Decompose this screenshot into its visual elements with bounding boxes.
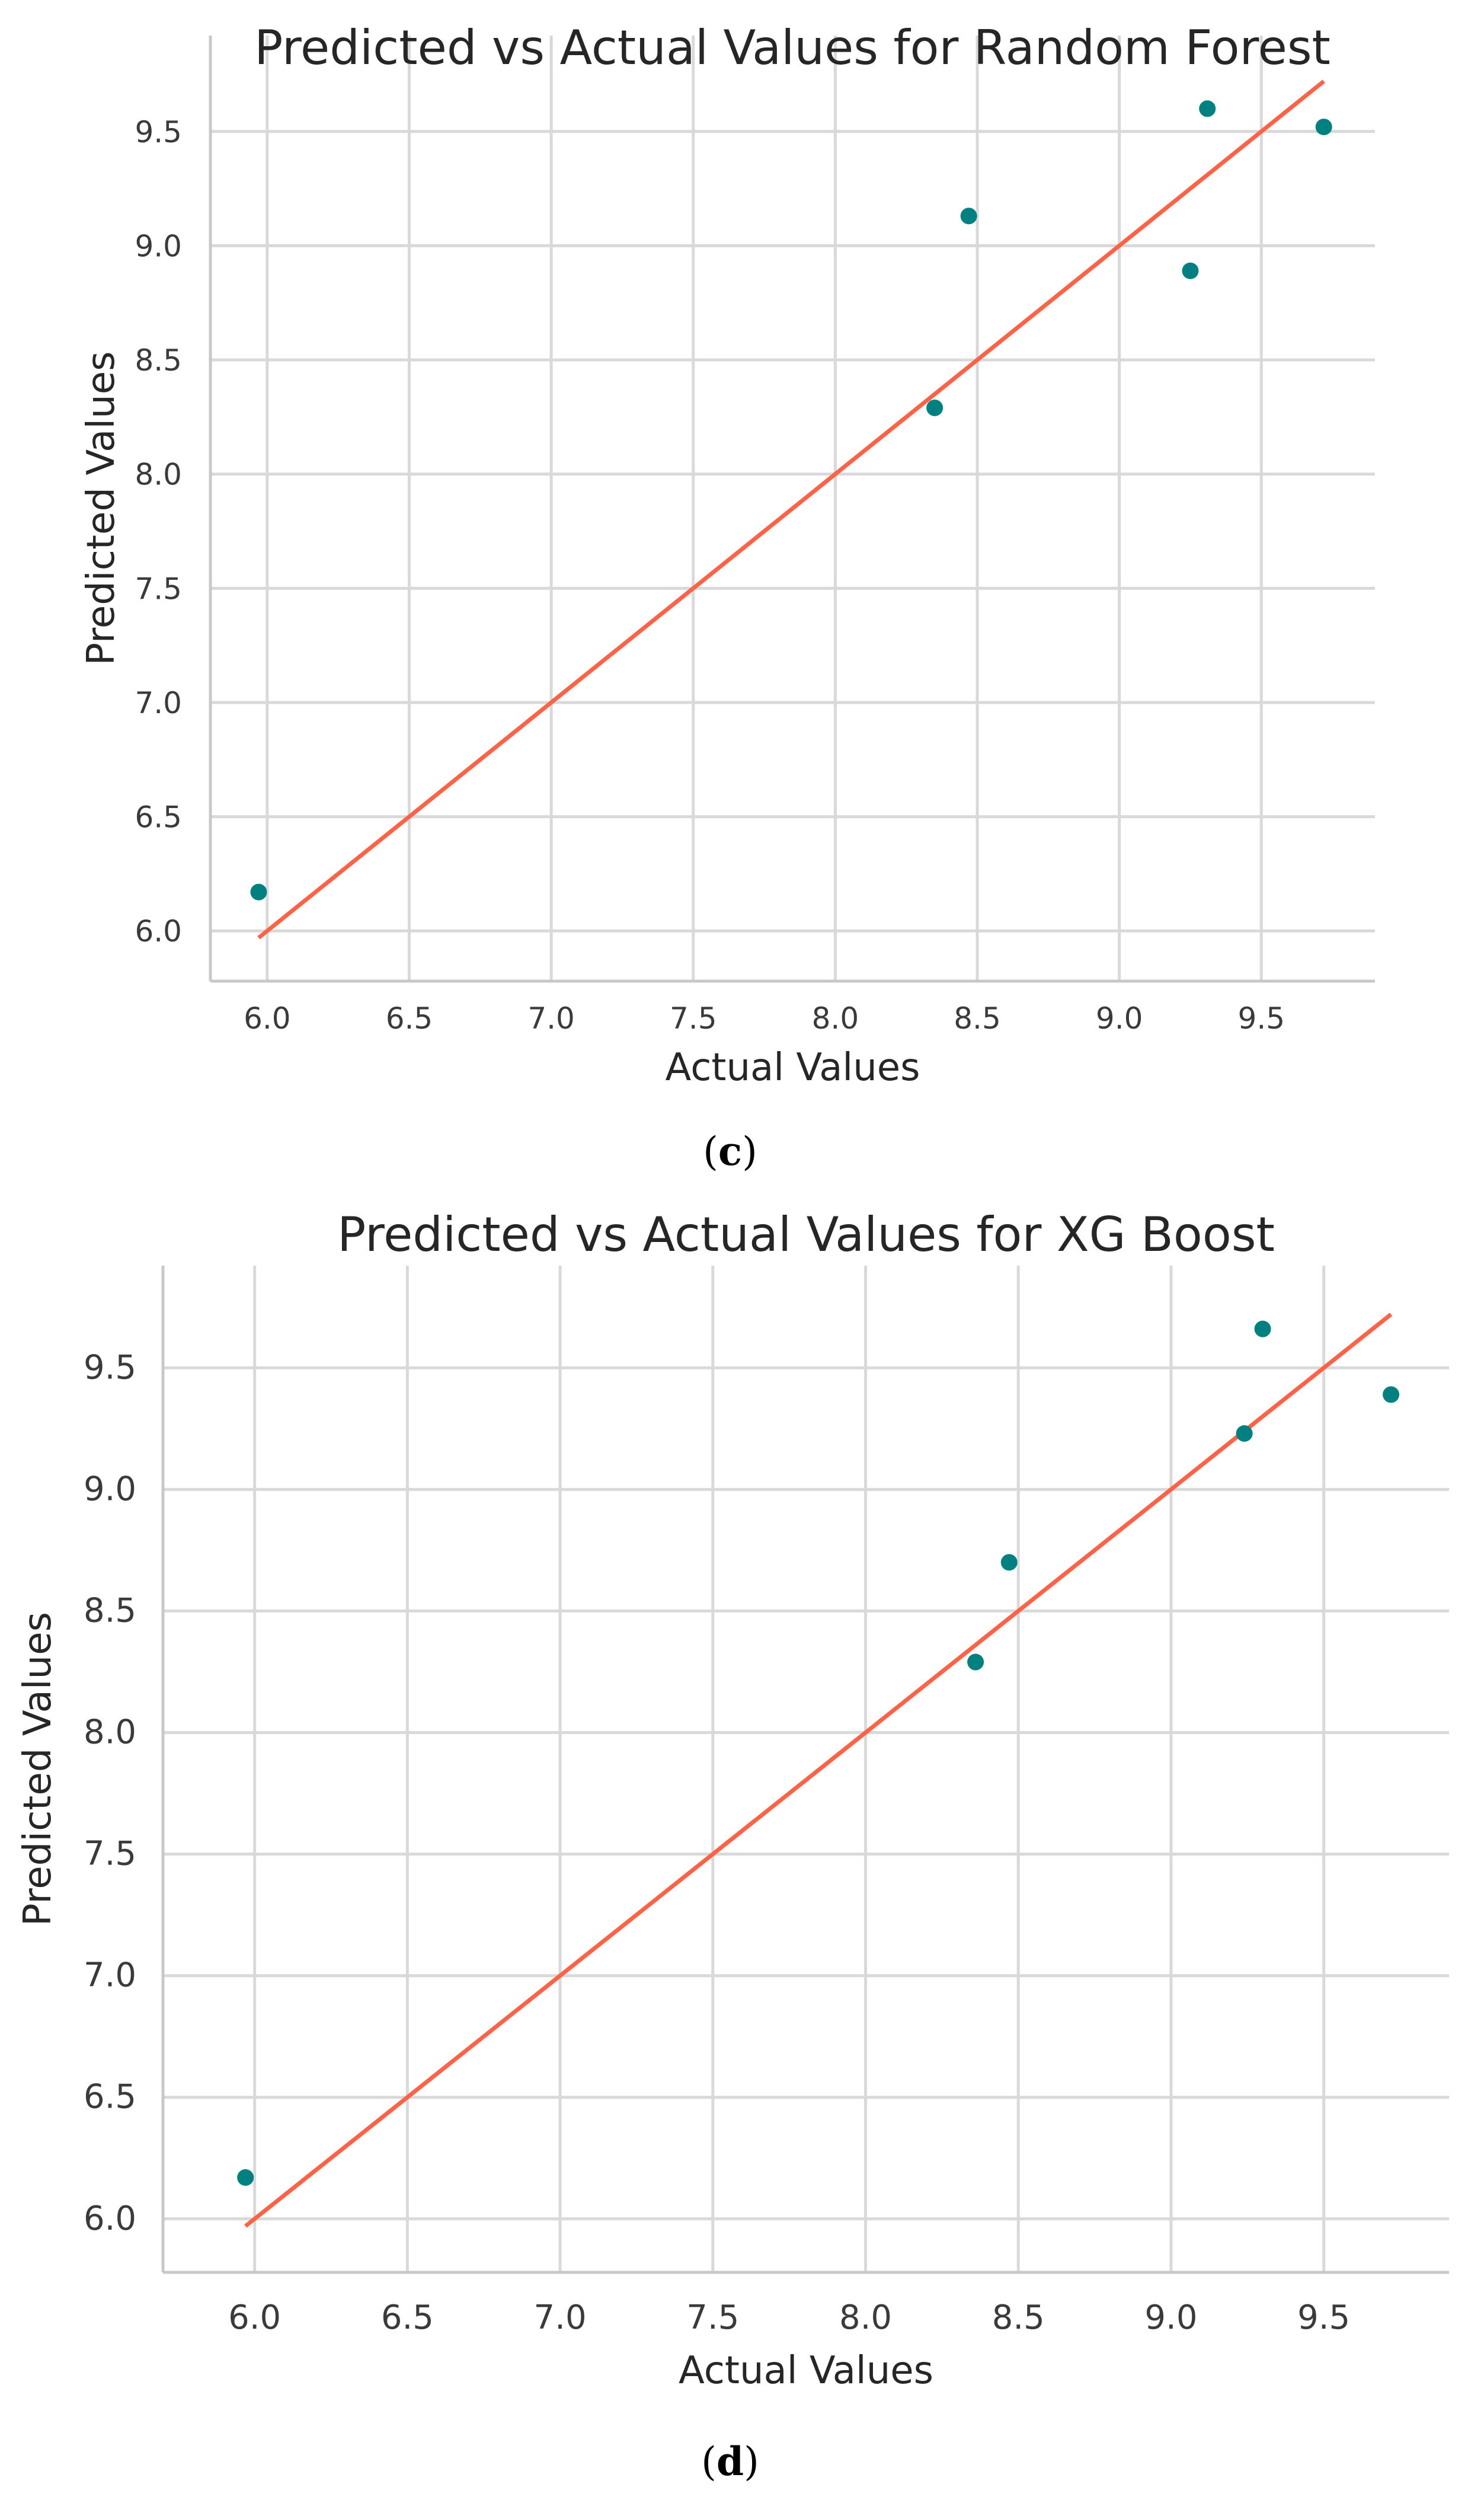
scatter-point	[967, 1653, 984, 1671]
scatter-point	[960, 207, 977, 225]
caption-close-paren: )	[742, 1129, 757, 1174]
x-tick-label: 8.5	[954, 1001, 1001, 1036]
scatter-point	[926, 399, 944, 416]
x-tick-label: 9.5	[1297, 2298, 1350, 2337]
panel-caption: (d)	[701, 2438, 759, 2485]
scatter-point	[1199, 100, 1216, 117]
x-tick-label: 7.5	[670, 1001, 717, 1036]
x-axis-label: Actual Values	[666, 1046, 920, 1090]
scatter-point	[1315, 119, 1332, 136]
y-tick-label: 9.0	[84, 1470, 136, 1508]
y-tick-label: 8.0	[84, 1713, 136, 1751]
x-tick-label: 8.0	[812, 1001, 859, 1036]
y-tick-label: 6.5	[84, 2078, 136, 2116]
x-tick-label: 6.0	[228, 2298, 281, 2337]
y-tick-label: 7.5	[84, 1835, 136, 1873]
y-tick-label: 9.0	[135, 229, 182, 263]
caption-open-paren: (	[703, 1129, 718, 1174]
x-tick-label: 6.0	[244, 1001, 291, 1036]
caption-open-paren: (	[701, 2439, 717, 2485]
reference-line	[244, 1313, 1393, 2228]
scatter-point	[1000, 1554, 1018, 1571]
y-tick-label: 7.0	[84, 1956, 136, 1995]
y-tick-label: 7.5	[135, 571, 182, 606]
scatter-point	[1236, 1425, 1253, 1442]
y-tick-label: 6.5	[135, 800, 182, 835]
x-tick-label: 7.0	[534, 2298, 587, 2337]
x-tick-label: 6.5	[386, 1001, 433, 1036]
panel-caption: (c)	[703, 1128, 757, 1174]
y-tick-label: 8.5	[84, 1591, 136, 1630]
x-axis-label: Actual Values	[679, 2349, 933, 2393]
y-tick-label: 6.0	[135, 914, 182, 949]
y-axis-label: Predicted Values	[16, 1612, 60, 1926]
chart-title: Predicted vs Actual Values for Random Fo…	[254, 20, 1331, 75]
x-tick-label: 9.0	[1096, 1001, 1143, 1036]
y-tick-label: 8.0	[135, 458, 182, 492]
y-tick-label: 6.0	[84, 2199, 136, 2238]
scatter-point	[250, 883, 267, 901]
y-tick-label: 7.0	[135, 686, 182, 720]
scatter-point	[1182, 262, 1199, 279]
y-axis-label: Predicted Values	[79, 352, 123, 666]
x-tick-label: 7.0	[527, 1001, 575, 1036]
caption-letter: d	[717, 2438, 744, 2485]
caption-close-paren: )	[744, 2439, 759, 2485]
x-tick-label: 6.5	[381, 2298, 434, 2337]
scatter-point	[1254, 1320, 1271, 1337]
y-tick-label: 9.5	[84, 1348, 136, 1387]
chart-panel-c: 6.0 6.5 7.0 7.5 8.0 8.5 9.0 9.5 6.0 6.5 7.0 7.5 8.0 8…	[79, 20, 1375, 1174]
x-tick-label: 7.5	[686, 2298, 739, 2337]
scatter-point	[1383, 1386, 1400, 1403]
caption-letter: c	[718, 1128, 742, 1174]
y-tick-label: 9.5	[135, 115, 182, 149]
x-tick-label: 9.5	[1238, 1001, 1285, 1036]
x-tick-label: 8.0	[839, 2298, 892, 2337]
chart-panel-d: 6.0 6.5 7.0 7.5 8.0 8.5 9.0 9.5 6.0 6.5 7.0 7.5 8.0 8…	[16, 1207, 1449, 2485]
x-tick-label: 9.0	[1144, 2298, 1197, 2337]
x-tick-label: 8.5	[992, 2298, 1045, 2337]
y-tick-label: 8.5	[135, 343, 182, 378]
scatter-point	[237, 2169, 254, 2186]
reference-line	[257, 79, 1325, 940]
chart-title: Predicted vs Actual Values for XG Boost	[337, 1207, 1275, 1262]
